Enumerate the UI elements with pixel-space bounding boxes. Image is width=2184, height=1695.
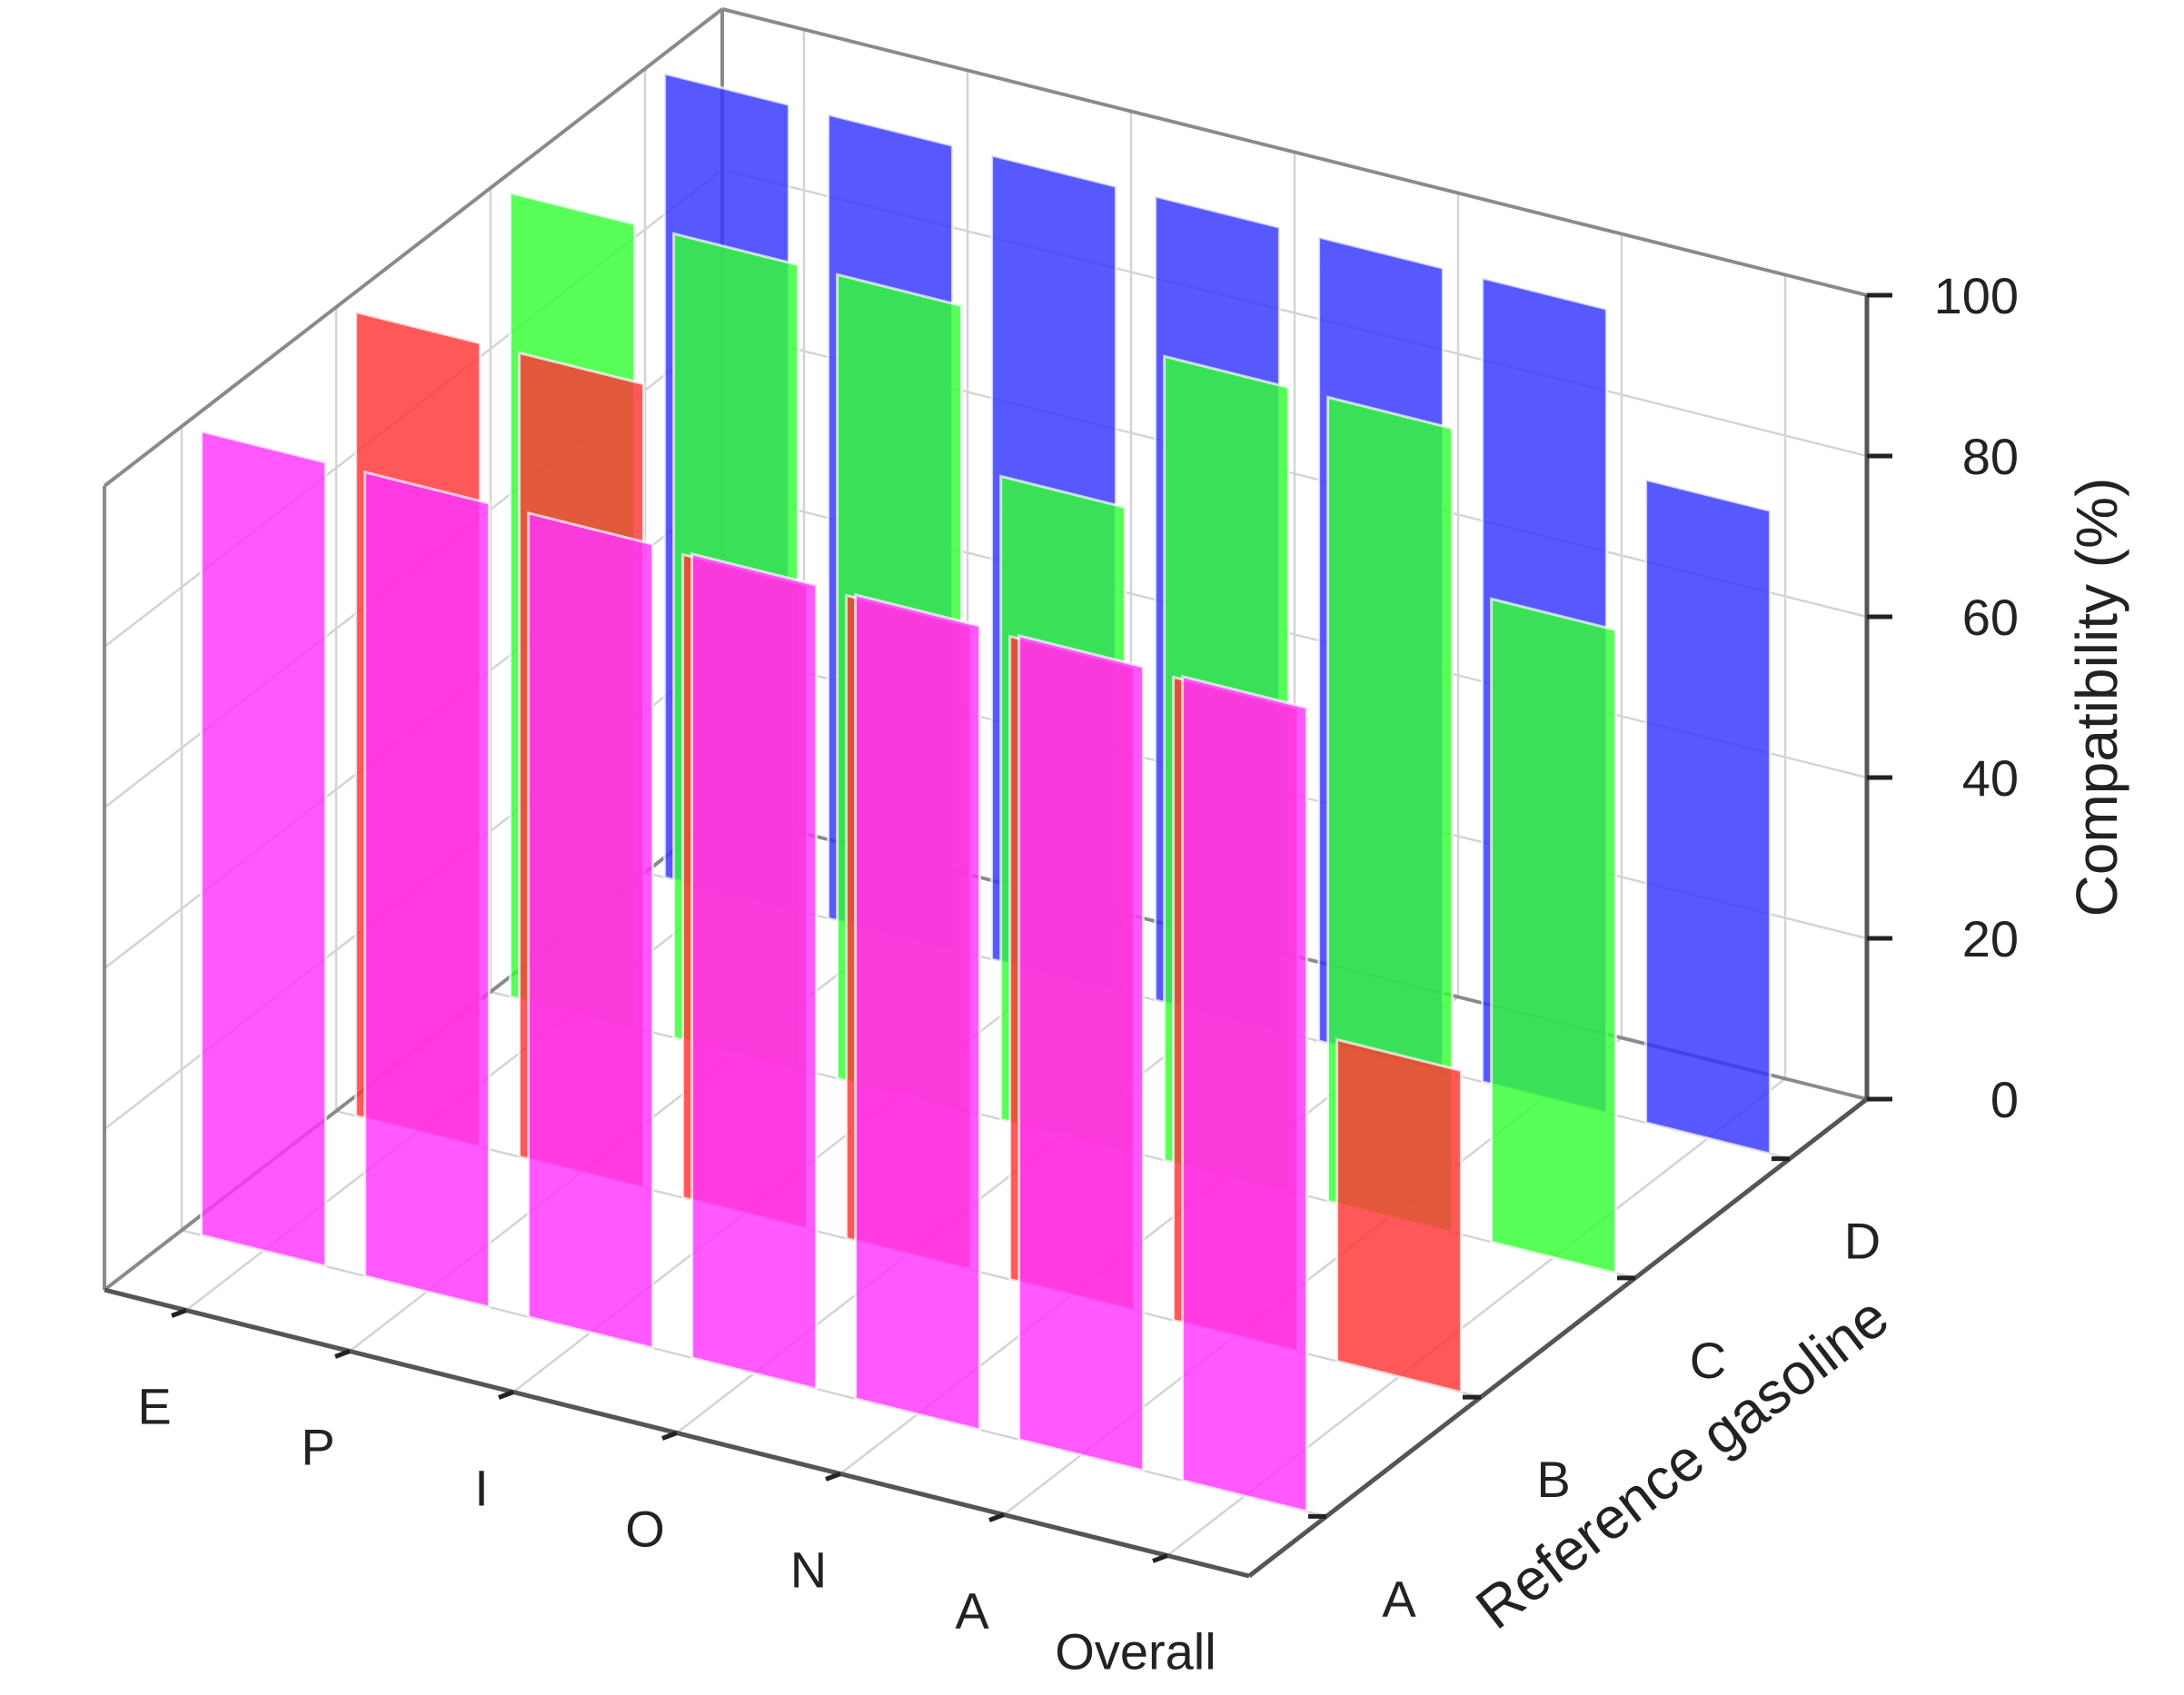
y-tick-label: B	[1536, 1451, 1570, 1508]
x-tick-label: P	[301, 1419, 334, 1476]
z-tick-label: 100	[1934, 267, 2019, 324]
x-tick-label: N	[790, 1541, 827, 1599]
bar-D-Overall	[1644, 478, 1772, 1156]
x-tick	[334, 1349, 351, 1359]
bar-B-Overall	[1335, 1037, 1463, 1394]
x-tick	[661, 1431, 678, 1441]
bar-A-P	[363, 470, 491, 1309]
bar-A-E	[200, 429, 327, 1268]
y-tick-label: A	[1382, 1570, 1416, 1627]
x-tick	[171, 1308, 187, 1318]
y-tick-label: C	[1690, 1332, 1726, 1389]
x-tick	[1152, 1553, 1168, 1563]
tick-marks	[171, 292, 1892, 1563]
tick-labels: E P I O N A Overall A B C D 0 20 40 60 80 100	[137, 267, 2019, 1680]
x-tick	[825, 1472, 841, 1482]
z-tick-label: 60	[1962, 589, 2019, 646]
y-axis-title: Reference gasoline	[1464, 1284, 1900, 1641]
z-tick-label: 20	[1962, 910, 2019, 967]
bar-A-O	[690, 551, 818, 1391]
x-tick-label: I	[474, 1460, 489, 1517]
bar-A-N	[854, 592, 981, 1432]
frame-edge	[721, 7, 1868, 297]
frame-edge	[103, 7, 724, 488]
x-tick-label: Overall	[1055, 1623, 1216, 1680]
x-tick-label: E	[137, 1378, 171, 1435]
axis-line	[1247, 1097, 1869, 1578]
bar-C-Overall	[1490, 597, 1617, 1275]
x-tick-label: A	[955, 1582, 989, 1640]
z-tick-label: 80	[1962, 428, 2019, 485]
bar-A-Overall	[1181, 674, 1308, 1513]
z-tick-label: 0	[1990, 1071, 2019, 1128]
bars	[200, 72, 1772, 1513]
x-tick	[498, 1390, 514, 1400]
bar-A-A	[1018, 633, 1145, 1472]
x-tick	[988, 1512, 1005, 1522]
z-axis-title: Compatibility (%)	[2064, 478, 2129, 917]
z-tick-label: 40	[1962, 749, 2019, 807]
bar-A-I	[527, 510, 654, 1350]
y-tick-label: D	[1844, 1213, 1881, 1270]
x-tick-label: O	[625, 1501, 665, 1558]
